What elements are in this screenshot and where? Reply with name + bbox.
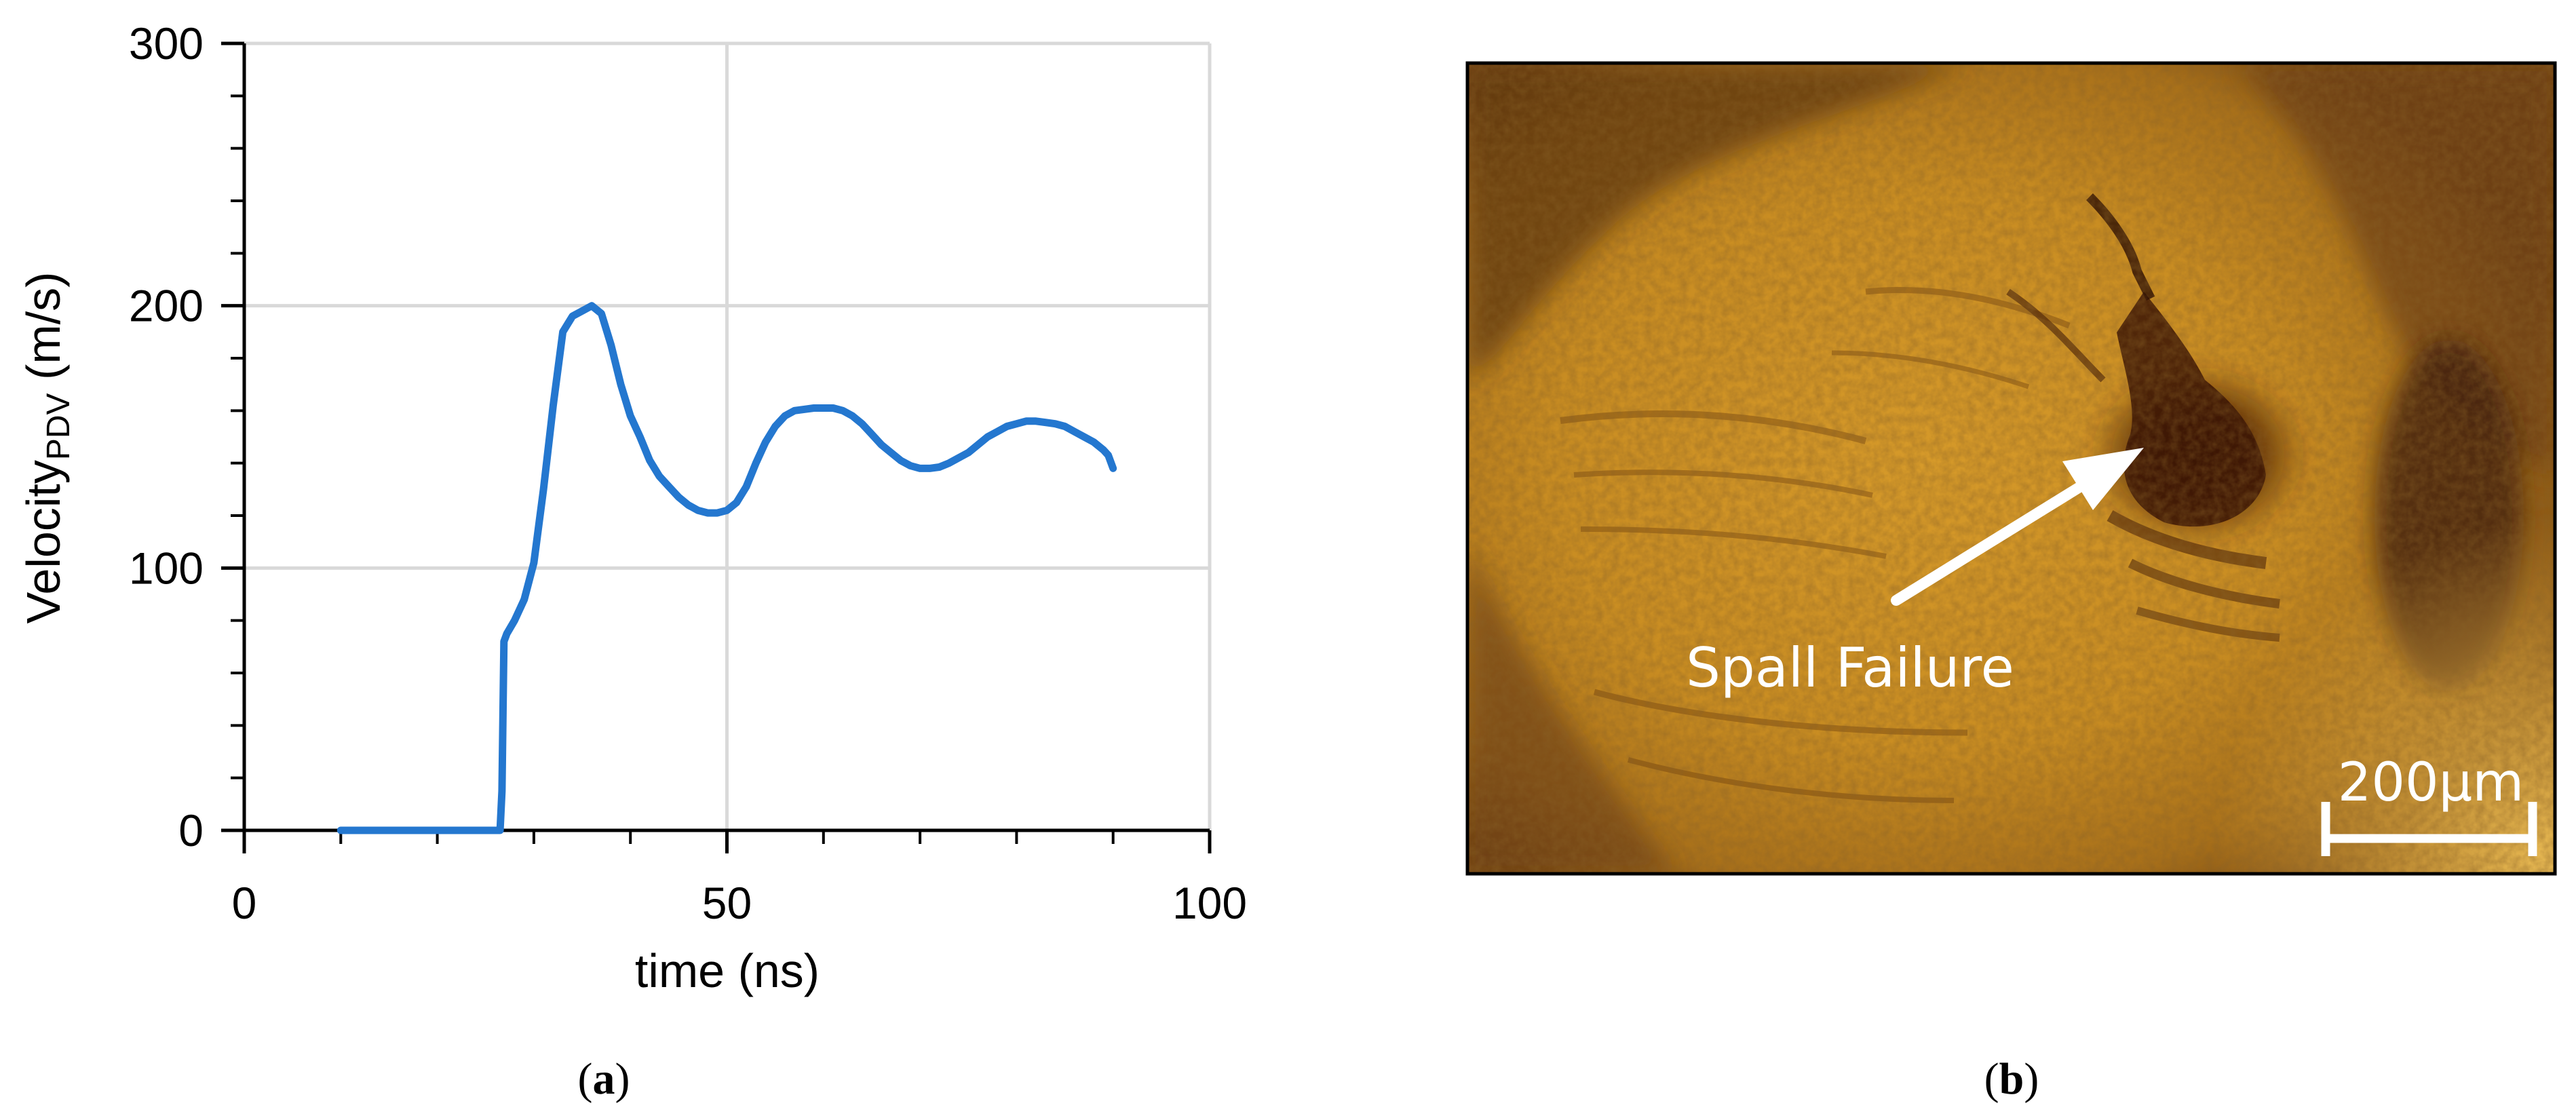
x-tick-label-0: 0 [232, 878, 257, 928]
y-axis-title: VelocityPDV (m/s) [17, 272, 77, 624]
x-axis-title: time (ns) [635, 944, 820, 997]
svg-text:VelocityPDV (m/s): VelocityPDV (m/s) [17, 272, 77, 624]
spall-annotation-arrow [1891, 448, 2144, 606]
x-tick-label-100: 100 [1172, 878, 1247, 928]
spall-micrograph: Spall Failure 200μm (b) [1465, 61, 2557, 1104]
chart-ticks [221, 41, 1212, 853]
y-axis-title-main: Velocity [17, 460, 70, 623]
velocity-series-line [337, 302, 1117, 834]
scale-bar-label: 200μm [2338, 752, 2524, 813]
panel-a-label: (a) [578, 1054, 630, 1104]
y-axis-title-subscript: PDV [41, 393, 77, 460]
scale-bar [2321, 802, 2537, 856]
y-tick-label-0: 0 [178, 805, 204, 855]
y-axis-title-unit: (m/s) [17, 272, 70, 393]
x-tick-label-50: 50 [702, 878, 752, 928]
velocity-chart: 0 100 200 300 0 50 100 time (ns) VelocityPDV (… [17, 18, 1247, 1104]
chart-tick-labels: 0 100 200 300 0 50 100 [129, 18, 1247, 928]
y-tick-label-300: 300 [129, 18, 204, 69]
chart-grid [244, 41, 1212, 830]
y-tick-label-200: 200 [129, 281, 204, 331]
panel-b-label: (b) [1984, 1054, 2039, 1104]
y-tick-label-100: 100 [129, 543, 204, 593]
spall-annotation-label: Spall Failure [1686, 636, 2014, 699]
